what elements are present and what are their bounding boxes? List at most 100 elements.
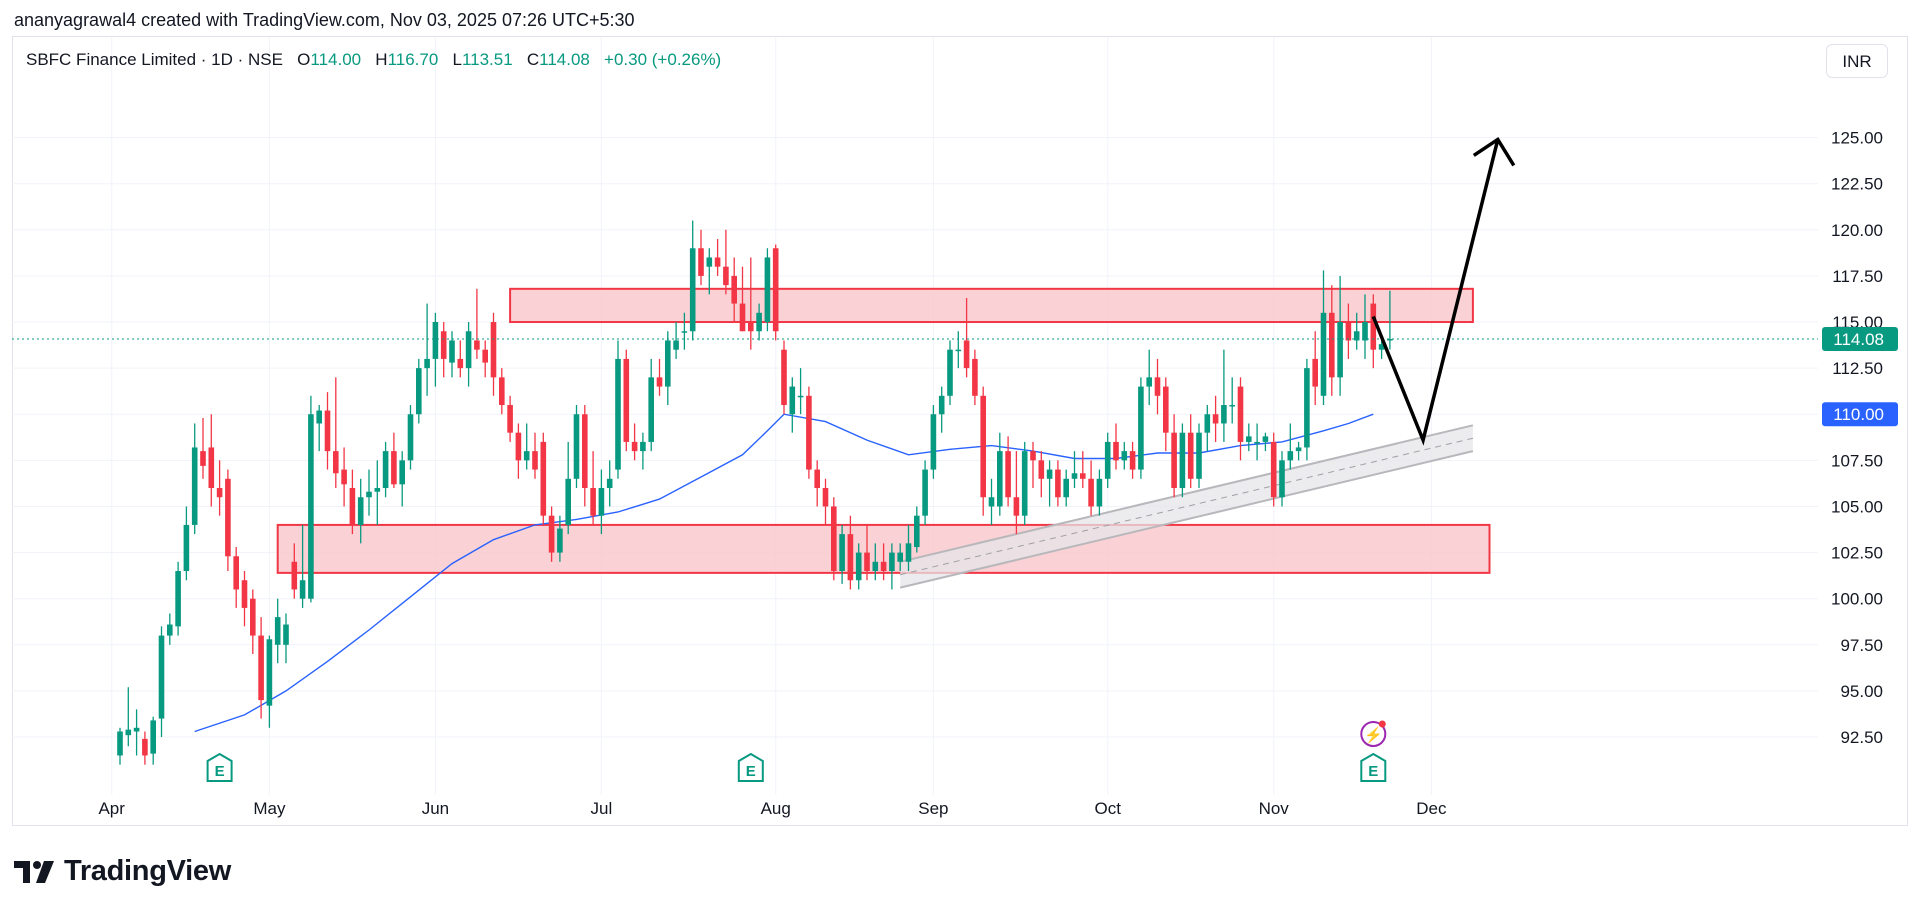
candle-body — [191, 447, 198, 525]
candle — [897, 543, 903, 572]
candle-body — [922, 469, 928, 516]
candle — [523, 423, 530, 470]
candle-body — [764, 257, 771, 323]
candle-body — [1279, 460, 1285, 498]
candle-body — [382, 451, 389, 489]
chart-caption: ananyagrawal4 created with TradingView.c… — [14, 10, 635, 30]
candle — [1187, 414, 1194, 489]
earnings-marker: E — [206, 752, 233, 782]
candle — [349, 469, 356, 535]
currency-button[interactable]: INR — [1826, 44, 1888, 78]
candle — [1337, 275, 1343, 396]
time-tick-label: Dec — [1416, 799, 1447, 818]
candle — [656, 358, 663, 396]
candle-body — [797, 395, 804, 398]
candle — [1270, 432, 1277, 507]
candle-body — [225, 478, 231, 557]
tradingview-logo[interactable]: TradingView — [14, 855, 231, 888]
projection-arrow — [1371, 136, 1516, 446]
price-axis: 125.00122.50120.00117.50115.00112.50110.… — [1822, 129, 1898, 747]
candle-body — [648, 377, 654, 442]
candle-body — [432, 322, 439, 359]
candle-body — [1104, 441, 1111, 479]
candle — [764, 248, 771, 332]
candle-body — [357, 497, 364, 525]
candle — [1204, 405, 1211, 452]
candle — [756, 303, 762, 341]
ma-price-badge — [1822, 402, 1898, 427]
earnings-marker: E — [1360, 752, 1387, 782]
candle — [233, 547, 239, 608]
price-tick-label: 117.50 — [1832, 267, 1883, 286]
candle — [432, 312, 439, 387]
candle — [499, 368, 505, 415]
candle — [781, 340, 787, 415]
candle — [689, 220, 696, 341]
candle-body — [142, 738, 148, 756]
candle — [191, 423, 198, 535]
candle — [175, 561, 181, 636]
candle-body — [623, 358, 630, 442]
candle — [698, 229, 704, 286]
candle-body — [1262, 436, 1269, 442]
candle-body — [947, 349, 953, 396]
high-label: H — [375, 50, 388, 69]
candle — [1279, 451, 1285, 507]
candle-body — [316, 410, 322, 424]
close-label: C — [526, 50, 540, 69]
candle-body — [1270, 441, 1277, 498]
candle — [914, 506, 920, 553]
candle-body — [416, 368, 422, 415]
candle — [1370, 294, 1377, 369]
chart-frame — [12, 36, 1908, 826]
candle — [117, 727, 123, 765]
candle — [1013, 451, 1020, 535]
candle — [648, 358, 654, 452]
candle-body — [573, 414, 580, 479]
candle-body — [1088, 478, 1094, 507]
candle-body — [1154, 377, 1161, 396]
candle — [847, 515, 854, 590]
candle-body — [756, 312, 762, 332]
price-tick-label: 112.50 — [1832, 359, 1883, 378]
candle — [938, 386, 945, 433]
candle — [474, 288, 480, 359]
candle-body — [631, 441, 638, 452]
candle-body — [133, 727, 140, 732]
candle-body — [855, 552, 862, 581]
candle-body — [665, 340, 671, 387]
candle — [1088, 460, 1094, 516]
candle — [1353, 312, 1360, 350]
candle — [225, 469, 231, 572]
candle — [482, 340, 488, 378]
candle-body — [1096, 478, 1103, 507]
time-axis: Apr May Jun Jul Aug Sep Oct Nov Dec — [98, 799, 1447, 818]
price-tick-label: 95.00 — [1840, 682, 1883, 701]
candle-body — [1337, 322, 1343, 378]
candle-body — [731, 275, 737, 304]
candle — [855, 543, 862, 590]
candle — [457, 340, 464, 378]
candle — [274, 598, 281, 664]
candle — [316, 405, 322, 452]
candle — [507, 395, 513, 442]
candle-body — [407, 414, 414, 461]
candle — [1005, 436, 1011, 507]
last-price-label: 114.08 — [1833, 330, 1884, 349]
candle-body — [482, 349, 488, 363]
price-tick-label: 97.50 — [1840, 636, 1883, 655]
candle — [1320, 270, 1327, 406]
candle — [997, 432, 1003, 516]
candle — [1362, 294, 1368, 359]
candle — [333, 377, 339, 489]
candle-body — [532, 451, 538, 470]
candle — [1221, 349, 1227, 442]
candle — [1262, 432, 1269, 452]
candle — [615, 340, 621, 479]
candle — [640, 432, 646, 470]
candle — [540, 432, 547, 525]
candle — [241, 571, 248, 627]
candle — [922, 460, 928, 525]
candle — [548, 506, 555, 562]
